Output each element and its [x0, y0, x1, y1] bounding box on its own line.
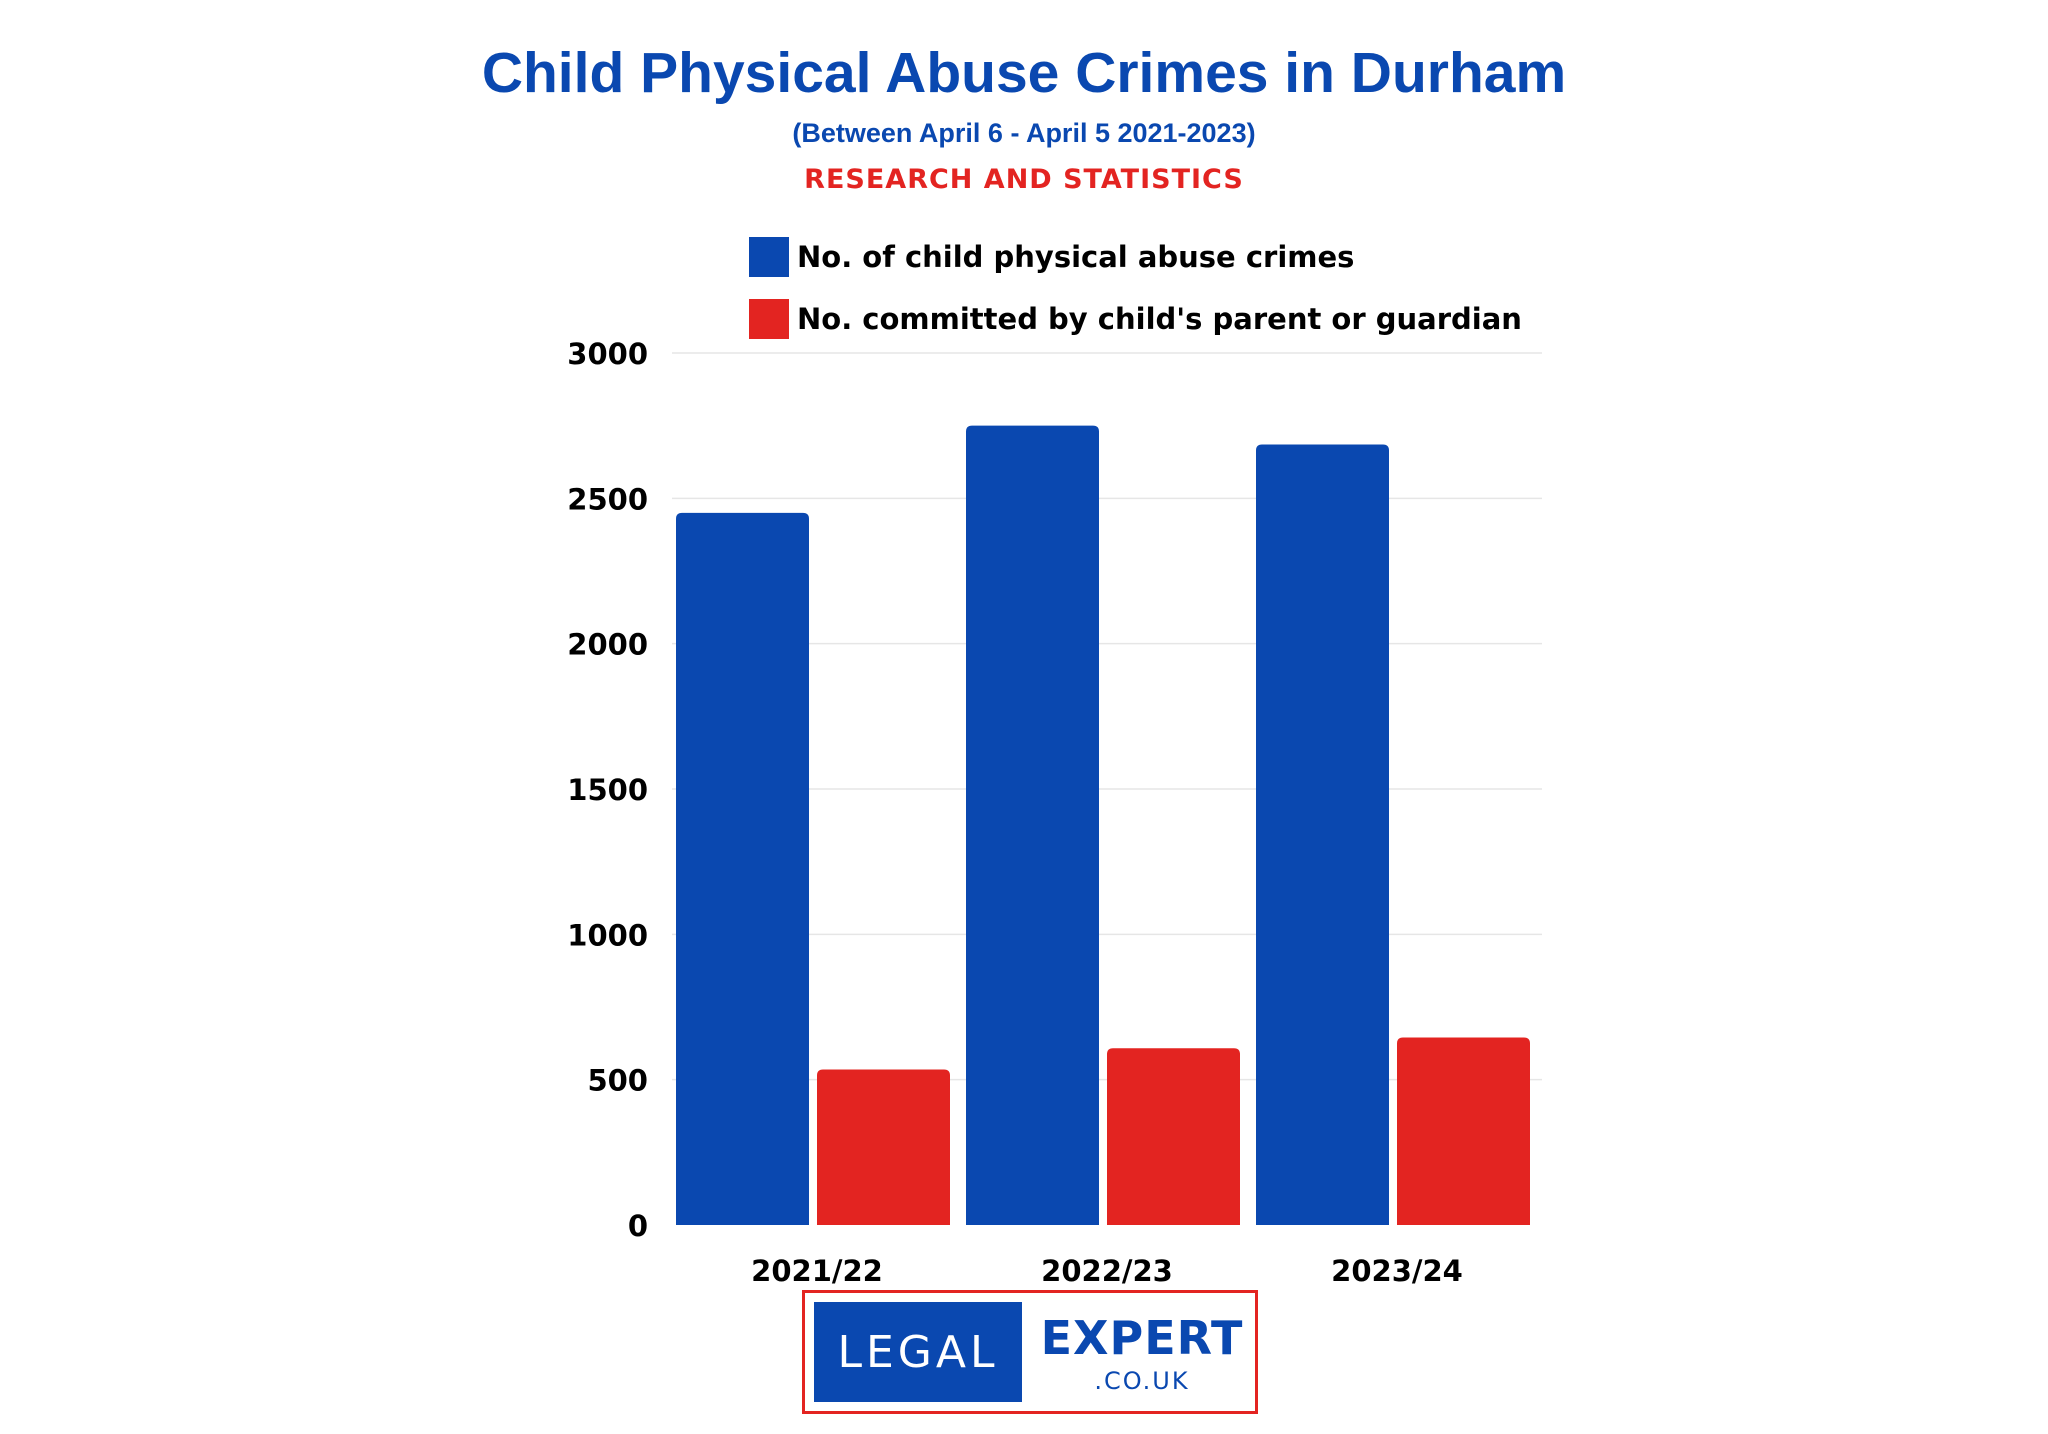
- y-tick-label: 3000: [567, 337, 648, 371]
- logo-domain-text: .CO.UK: [1094, 1367, 1190, 1395]
- legal-expert-logo: LEGAL EXPERT .CO.UK: [802, 1290, 1258, 1414]
- x-tick-label: 2023/24: [1331, 1254, 1463, 1288]
- bar: [1107, 1048, 1240, 1225]
- y-tick-label: 0: [628, 1209, 648, 1243]
- bar: [1397, 1037, 1530, 1225]
- legend-swatch: [749, 299, 789, 339]
- bar: [817, 1069, 950, 1225]
- x-axis-ticks: 2021/22 2022/23 2023/24: [751, 1254, 1463, 1288]
- bar: [966, 425, 1099, 1226]
- chart-subtitle: (Between April 6 - April 5 2021-2023): [792, 118, 1256, 148]
- research-tagline: RESEARCH AND STATISTICS: [804, 164, 1244, 195]
- y-tick-label: 2000: [567, 628, 648, 662]
- legend-label: No. of child physical abuse crimes: [797, 240, 1354, 274]
- legend: No. of child physical abuse crimes No. co…: [749, 237, 1522, 339]
- y-axis-ticks: 0 500 1000 1500 2000 2500 3000: [567, 337, 648, 1243]
- chart-title: Child Physical Abuse Crimes in Durham: [481, 41, 1567, 105]
- logo-expert-text: EXPERT: [1040, 1311, 1244, 1365]
- x-tick-label: 2021/22: [751, 1254, 883, 1288]
- bar: [676, 512, 809, 1225]
- y-tick-label: 1000: [567, 918, 648, 952]
- x-tick-label: 2022/23: [1041, 1254, 1173, 1288]
- logo-legal-text: LEGAL: [814, 1302, 1022, 1402]
- bars: [676, 425, 1530, 1226]
- legend-swatch: [749, 237, 789, 277]
- y-tick-label: 500: [587, 1064, 648, 1098]
- bar: [1256, 444, 1389, 1225]
- y-tick-label: 2500: [567, 482, 648, 516]
- legend-label: No. committed by child's parent or guard…: [797, 302, 1522, 336]
- y-tick-label: 1500: [567, 773, 648, 807]
